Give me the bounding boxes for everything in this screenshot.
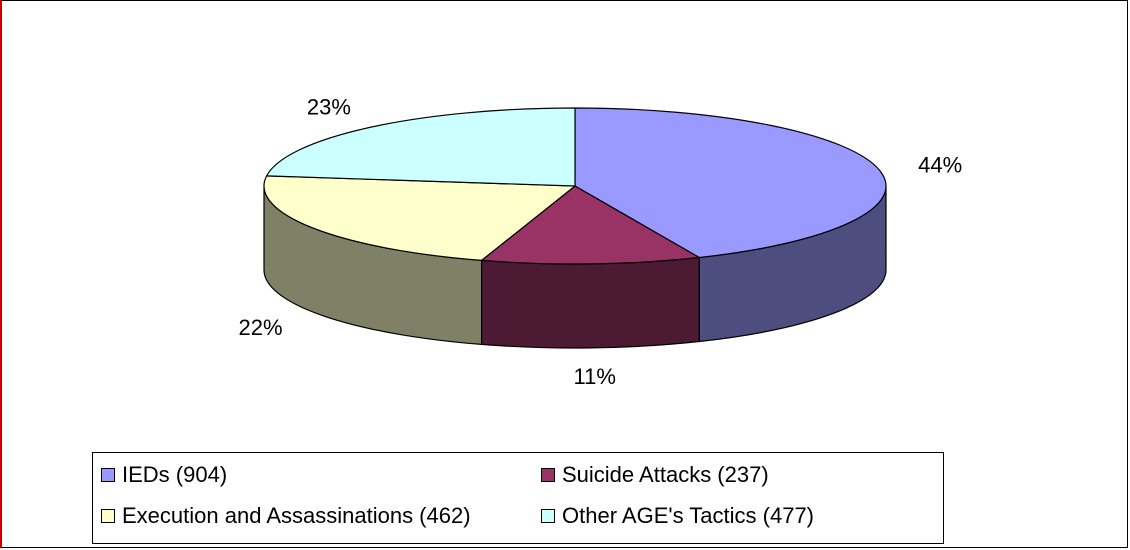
pie-slice-suicide-attacks — [480, 185, 700, 265]
legend-item-execution-assassinations: Execution and Assassinations (462) — [101, 503, 471, 529]
pie-top-faces — [263, 107, 887, 265]
pie-data-labels: 44% 11% 22% 23% — [238, 94, 962, 389]
pie-side-suicide-attacks — [480, 256, 700, 349]
legend-swatch — [101, 468, 115, 482]
pie-slice-ieds — [574, 107, 887, 259]
data-label-execution-and-assassinations: 22% — [238, 315, 282, 340]
legend-swatch — [541, 509, 555, 523]
legend-swatch — [101, 509, 115, 523]
legend-item-other-age-tactics: Other AGE's Tactics (477) — [541, 503, 814, 529]
data-label-ieds: 44% — [918, 152, 962, 177]
legend-swatch — [541, 468, 555, 482]
legend-item-suicide-attacks: Suicide Attacks (237) — [541, 462, 769, 488]
pie-slice-execution-and-assassinations — [263, 175, 576, 261]
legend-label: IEDs (904) — [122, 462, 228, 487]
legend-label: Other AGE's Tactics (477) — [562, 503, 815, 528]
legend-label: Suicide Attacks (237) — [562, 462, 769, 487]
pie-side-faces — [263, 185, 887, 349]
data-label-other-age-s-tactics: 23% — [307, 94, 351, 119]
pie-slice-other-age-s-tactics — [266, 107, 576, 187]
legend-item-ieds: IEDs (904) — [101, 462, 227, 488]
legend-label: Execution and Assassinations (462) — [122, 503, 471, 528]
data-label-suicide-attacks: 11% — [573, 364, 615, 389]
legend: IEDs (904) Suicide Attacks (237) Executi… — [92, 452, 944, 544]
